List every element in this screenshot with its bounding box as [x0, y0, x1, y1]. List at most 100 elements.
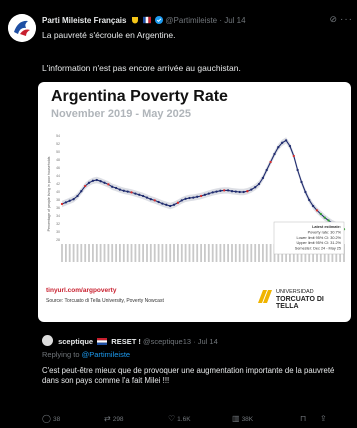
x-tick-label [130, 244, 133, 262]
data-point [114, 186, 118, 190]
y-tick-label: 50 [56, 150, 60, 154]
x-tick-label [169, 244, 172, 262]
confidence-band-area [62, 137, 344, 233]
bookmark-button[interactable]: ⊓ [300, 414, 308, 423]
data-point [145, 196, 149, 199]
data-point [130, 191, 133, 194]
reply-icon: ◯ [42, 414, 51, 423]
x-tick-label [138, 244, 141, 262]
latest-estimate-line: Semester: Dec 24 - May 25 [295, 247, 341, 251]
x-tick-label [238, 244, 241, 262]
display-name[interactable]: Parti Mileiste Français [42, 16, 127, 25]
repost-icon: ⇄ [104, 414, 111, 423]
data-point [219, 189, 222, 192]
data-point [261, 176, 265, 180]
x-tick-label [146, 244, 148, 262]
chart-image[interactable]: Argentina Poverty Rate November 2019 - M… [38, 82, 351, 322]
replying-handle-link[interactable]: @Partimileiste [81, 350, 131, 359]
x-tick-label [250, 244, 253, 262]
grok-icon[interactable]: ⊘ [329, 14, 337, 24]
views-button[interactable]: ▥ 38K [232, 414, 253, 423]
x-tick-label [215, 244, 218, 262]
repost-button[interactable]: ⇄ 298 [104, 414, 124, 423]
action-bar: ◯ 38 ⇄ 298 ♡ 1.6K ▥ 38K ⊓ ⇪ [42, 414, 352, 426]
latest-estimate-line: Latest estimate: [312, 225, 341, 229]
data-point [277, 146, 280, 149]
data-point [141, 194, 145, 198]
flag-icon [97, 338, 108, 345]
data-point [165, 203, 168, 206]
latest-estimate-box: Latest estimate: Poverty rate: 30.7% Lower… [273, 221, 345, 255]
reply-handle[interactable]: @sceptique13 [142, 337, 192, 346]
replying-prefix: Replying to [42, 350, 80, 359]
data-point [238, 190, 241, 194]
x-tick-label [265, 244, 268, 262]
x-tick-label [165, 244, 168, 262]
data-point [138, 193, 141, 196]
data-point [169, 204, 172, 208]
data-point [230, 190, 234, 193]
x-tick-label [126, 244, 129, 262]
x-tick-label [231, 244, 233, 262]
data-point [188, 196, 191, 200]
x-tick-label [262, 244, 264, 262]
data-point [76, 194, 79, 198]
reply-display-name[interactable]: sceptique [58, 337, 94, 346]
data-point [118, 188, 122, 191]
reply-button[interactable]: ◯ 38 [42, 414, 60, 423]
data-point [223, 189, 226, 192]
data-point [315, 209, 319, 212]
data-point [300, 180, 303, 184]
reply-time[interactable]: · Jul 14 [193, 337, 218, 346]
x-tick-label [84, 244, 87, 262]
share-button[interactable]: ⇪ [320, 414, 329, 423]
y-tick-label: 52 [56, 142, 60, 146]
avatar[interactable] [8, 14, 36, 42]
views-icon: ▥ [232, 414, 240, 423]
author-handle[interactable]: @Partimileiste [165, 16, 218, 25]
y-tick-label: 34 [56, 214, 60, 218]
data-point [107, 183, 110, 186]
x-tick-label [142, 244, 144, 262]
data-point [311, 204, 315, 208]
data-point [327, 219, 330, 222]
utdt-logo-icon [258, 290, 272, 303]
data-point [99, 180, 102, 183]
data-point [284, 139, 288, 142]
x-tick-label [122, 244, 125, 262]
x-tick-label [207, 244, 210, 262]
data-point [246, 190, 249, 193]
data-point [211, 191, 214, 194]
data-point [153, 199, 156, 202]
reply-avatar[interactable] [42, 335, 53, 346]
x-tick-label [99, 244, 102, 262]
data-point [72, 198, 75, 201]
data-point [172, 203, 176, 206]
logo-line1: UNIVERSIDAD [276, 289, 314, 295]
y-tick-label: 36 [56, 206, 60, 210]
x-tick-label [153, 244, 156, 262]
tweet-text: La pauvreté s'écroule en Argentine. [42, 30, 176, 40]
like-button[interactable]: ♡ 1.6K [168, 414, 191, 423]
x-tick-label [269, 244, 272, 262]
x-tick-label [92, 244, 94, 262]
source-url[interactable]: tinyurl.com/argpoverty [46, 287, 117, 294]
x-tick-label [149, 244, 152, 262]
post-time[interactable]: · Jul 14 [219, 16, 246, 25]
data-point [308, 198, 311, 202]
data-point [292, 154, 295, 158]
x-tick-label [254, 244, 257, 262]
data-point [192, 196, 195, 199]
y-axis-label: Percentage of people living in poor hous… [47, 156, 51, 231]
reply-author-line: sceptique RESET ! @sceptique13 · Jul 14 [42, 335, 218, 346]
y-ticks: 28 30 32 34 36 38 40 42 44 46 48 50 52 54 [56, 134, 60, 242]
data-point [257, 182, 261, 186]
data-point [207, 192, 210, 195]
replying-to: Replying to @Partimileiste [42, 350, 130, 359]
data-point [64, 201, 68, 204]
data-point [242, 190, 245, 194]
latest-estimate-text: Latest estimate: Poverty rate: 30.7% Lower… [295, 225, 342, 251]
y-tick-label: 28 [56, 238, 60, 242]
ellipsis-icon[interactable]: ··· [340, 14, 353, 25]
data-point [176, 201, 180, 204]
